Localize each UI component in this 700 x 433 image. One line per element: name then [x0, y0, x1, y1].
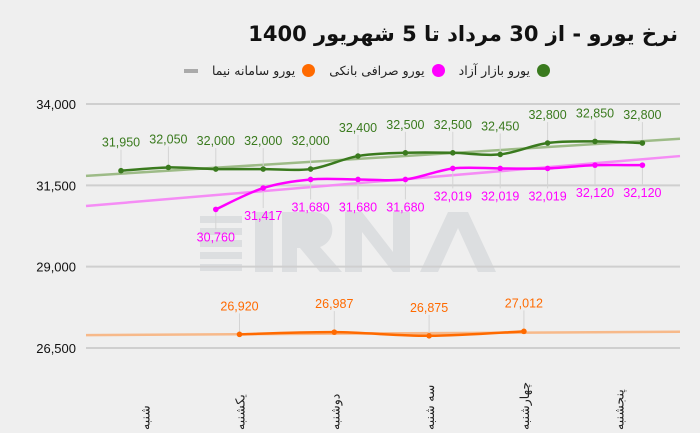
- x-tick-label: دوشنبه: [328, 393, 343, 430]
- data-label: 32,850: [576, 106, 614, 120]
- data-label: 32,800: [623, 108, 661, 122]
- watermark-stripe: [200, 216, 242, 223]
- y-tick-label: 29,000: [36, 260, 76, 275]
- data-label: 27,012: [505, 296, 543, 310]
- data-point: [236, 331, 243, 338]
- legend-label: یورو سامانه نیما: [212, 63, 296, 78]
- legend-item-trend: [184, 68, 198, 73]
- data-label: 32,019: [434, 189, 472, 203]
- data-label: 32,800: [528, 108, 566, 122]
- series-line: [215, 163, 643, 211]
- data-point: [497, 165, 504, 172]
- trendline: [85, 137, 681, 178]
- chart-title: نرخ یورو - از 30 مرداد تا 5 شهریور 1400: [248, 22, 678, 46]
- data-point: [402, 150, 409, 156]
- data-label: 31,417: [244, 209, 282, 223]
- legend-marker: [302, 64, 316, 77]
- data-point: [639, 162, 646, 168]
- data-label: 26,875: [410, 301, 448, 315]
- x-tick-label: شنبه: [139, 405, 153, 430]
- data-point: [592, 162, 598, 168]
- watermark-letter-n: [345, 212, 410, 272]
- data-point: [544, 165, 551, 172]
- y-tick-label: 31,500: [36, 178, 76, 193]
- data-label: 32,120: [623, 186, 661, 200]
- data-label: 32,019: [528, 189, 566, 203]
- data-point: [260, 185, 267, 191]
- data-point: [544, 140, 551, 146]
- series-line: [120, 140, 643, 172]
- data-point: [213, 166, 219, 172]
- data-label: 26,920: [220, 299, 258, 313]
- data-label: 32,500: [434, 118, 472, 132]
- watermark-stripe: [200, 228, 242, 235]
- data-label: 32,400: [339, 121, 377, 135]
- data-point: [307, 176, 314, 183]
- watermark-stripe: [200, 252, 242, 259]
- y-tick-label: 26,500: [36, 341, 76, 356]
- data-point: [426, 333, 432, 339]
- watermark-letter-r: [282, 212, 342, 272]
- x-tick-label: چهارشنبه: [518, 382, 533, 430]
- data-point: [355, 153, 361, 159]
- y-tick-label: 34,000: [36, 97, 76, 112]
- data-point: [307, 166, 314, 172]
- data-point: [331, 329, 338, 335]
- legend-item-bank-exchange: یورو صرافی بانکی: [329, 63, 445, 78]
- legend-item-nima: یورو سامانه نیما: [212, 63, 316, 78]
- series-line: [239, 330, 524, 338]
- data-point: [165, 164, 172, 171]
- legend-label: یورو بازار آزاد: [458, 63, 530, 78]
- data-label: 32,000: [197, 134, 235, 148]
- data-label: 31,680: [339, 200, 377, 214]
- data-label: 32,050: [149, 132, 187, 146]
- x-tick-label: یکشنبه: [234, 394, 248, 430]
- data-label: 32,120: [576, 186, 614, 200]
- legend: یورو بازار آزاد یورو صرافی بانکی یورو سا…: [184, 63, 550, 78]
- data-label: 26,987: [315, 297, 353, 311]
- data-point: [402, 176, 409, 183]
- data-point: [639, 140, 646, 146]
- data-point: [355, 176, 361, 183]
- watermark-stripe: [200, 240, 242, 247]
- legend-marker: [431, 64, 445, 77]
- watermark-logo: [200, 212, 496, 272]
- data-point: [521, 328, 527, 335]
- data-label: 32,500: [386, 118, 424, 132]
- data-point: [592, 138, 598, 145]
- data-point: [260, 166, 267, 172]
- watermark-letter-a: [420, 212, 496, 272]
- data-point: [213, 206, 219, 213]
- data-label: 31,950: [102, 136, 140, 150]
- data-label: 32,019: [481, 189, 519, 203]
- data-label: 32,000: [244, 134, 282, 148]
- legend-marker: [537, 64, 550, 77]
- data-point: [118, 167, 124, 174]
- data-label: 31,680: [291, 200, 329, 214]
- data-point: [497, 151, 504, 158]
- legend-item-free-market: یورو بازار آزاد: [459, 63, 550, 78]
- data-label: 32,000: [291, 134, 329, 148]
- x-tick-label: سه شنبه: [423, 385, 437, 430]
- legend-marker: [184, 68, 198, 73]
- data-point: [450, 165, 456, 172]
- data-label: 32,450: [481, 119, 519, 133]
- data-label: 30,760: [197, 230, 235, 244]
- x-tick-label: پنجشنبه: [613, 389, 628, 430]
- watermark-letter-i: [255, 212, 273, 272]
- data-point: [450, 150, 456, 156]
- data-label: 31,680: [386, 200, 424, 214]
- legend-label: یورو صرافی بانکی: [329, 63, 425, 78]
